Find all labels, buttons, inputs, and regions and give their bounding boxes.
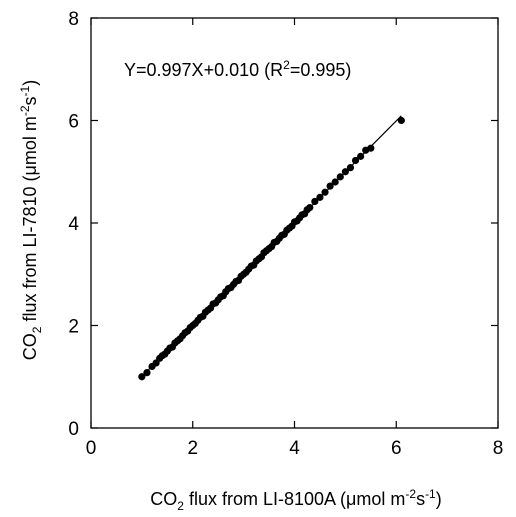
data-point [316,193,324,201]
data-point [357,152,365,160]
x-axis-ticks: 0 2 4 6 8 [86,18,504,459]
x-tick-label: 6 [391,438,402,459]
data-point [367,144,375,152]
data-point [346,164,355,172]
data-point [341,168,349,176]
data-point [331,178,339,186]
data-point [397,116,405,125]
y-tick-label: 0 [68,419,79,440]
x-axis-title: CO2 flux from LI-8100A (μmol m-2s-1) [150,487,441,513]
y-axis-ticks: 0 2 4 6 8 [68,9,498,440]
x-tick-label: 0 [86,438,97,459]
y-tick-label: 2 [68,317,79,338]
data-point [311,197,319,206]
y-tick-label: 8 [68,9,79,30]
data-point [321,188,329,196]
data-point [351,156,360,165]
data-point [143,369,151,377]
x-tick-label: 2 [187,438,198,459]
x-tick-label: 4 [289,438,300,459]
x-tick-label: 8 [493,438,504,459]
data-points [138,116,405,381]
data-point [326,182,334,190]
data-point [306,204,314,212]
y-axis-title: CO2 flux from LI-7810 (μmol m-2s-1) [18,80,44,360]
y-tick-label: 6 [68,112,79,133]
y-tick-label: 4 [68,214,79,235]
data-point [336,173,344,181]
data-point [138,373,146,381]
regression-equation: Y=0.997X+0.010 (R2=0.995) [124,58,351,80]
